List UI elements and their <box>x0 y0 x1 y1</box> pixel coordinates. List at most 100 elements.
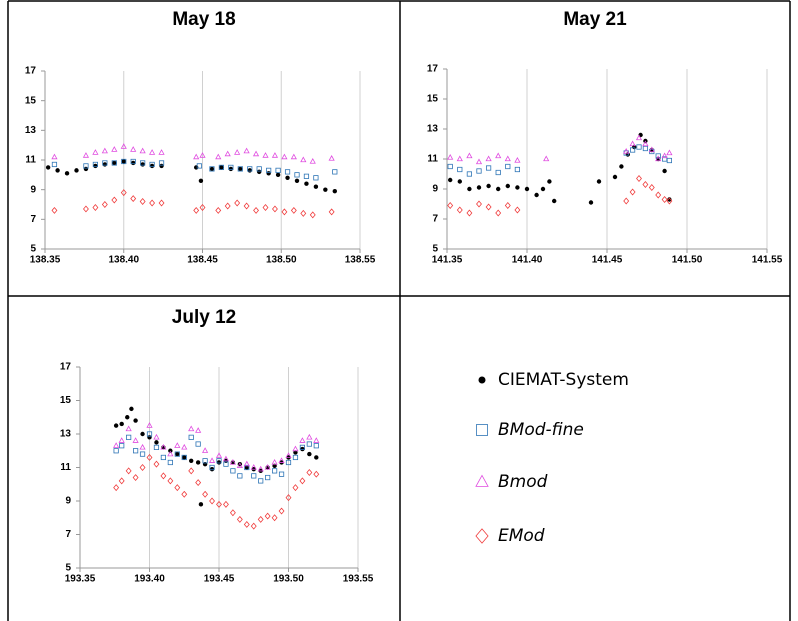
point <box>229 509 236 517</box>
point <box>655 191 662 199</box>
point <box>447 154 454 160</box>
point <box>495 209 502 217</box>
point <box>130 158 136 165</box>
point <box>215 153 222 160</box>
point <box>485 203 492 211</box>
point <box>159 163 164 169</box>
point <box>457 166 463 173</box>
y-tick-label: 7 <box>432 214 438 225</box>
point <box>202 447 209 453</box>
point <box>456 206 463 214</box>
point <box>475 158 483 165</box>
x-tick-label: 138.40 <box>108 255 139 266</box>
point <box>540 186 546 192</box>
point <box>271 468 278 474</box>
point <box>120 143 127 149</box>
point <box>244 464 250 471</box>
legend-marker <box>475 528 489 544</box>
point <box>149 199 156 207</box>
point <box>228 166 234 172</box>
x-tick-label: 138.35 <box>30 255 61 266</box>
point <box>290 153 297 160</box>
point <box>299 437 306 443</box>
point <box>642 145 649 152</box>
point <box>129 406 134 412</box>
point <box>146 431 153 437</box>
point <box>612 174 618 180</box>
point <box>119 421 124 427</box>
point <box>328 208 335 216</box>
x-tick-label: 141.50 <box>672 255 703 266</box>
point <box>118 437 125 443</box>
point <box>309 211 316 219</box>
point <box>153 460 160 468</box>
point <box>257 515 264 523</box>
point <box>236 462 243 468</box>
point <box>642 140 649 147</box>
point <box>55 168 60 173</box>
legend-marker <box>478 376 486 384</box>
point <box>300 156 307 163</box>
point <box>130 146 137 152</box>
point <box>219 165 224 170</box>
point <box>195 427 202 433</box>
point <box>196 163 202 169</box>
point <box>64 171 70 176</box>
point <box>154 440 159 445</box>
point <box>45 165 51 170</box>
point <box>125 415 130 420</box>
point <box>120 189 127 197</box>
point <box>146 422 153 428</box>
point <box>271 459 278 465</box>
point <box>83 166 89 172</box>
point <box>629 188 636 196</box>
point <box>447 163 453 170</box>
y-tick-label: 13 <box>60 429 72 440</box>
point <box>485 155 492 162</box>
point <box>209 166 215 172</box>
point <box>167 450 174 457</box>
point <box>223 461 229 467</box>
point <box>504 155 511 162</box>
point <box>208 457 216 463</box>
point <box>457 179 462 184</box>
point <box>285 175 290 180</box>
point <box>132 437 139 443</box>
point <box>495 169 501 176</box>
point <box>224 202 231 210</box>
point <box>666 157 673 164</box>
point <box>111 160 117 166</box>
point <box>140 160 146 166</box>
point <box>51 206 58 214</box>
point <box>195 441 201 447</box>
point <box>285 452 292 458</box>
legend-label: BMod-fine <box>498 420 584 440</box>
y-tick-label: 5 <box>30 244 36 255</box>
point <box>195 460 201 465</box>
point <box>195 479 202 487</box>
chart-title: May 18 <box>172 9 235 30</box>
x-tick-label: 138.50 <box>266 255 297 266</box>
point <box>230 468 236 474</box>
y-tick-label: 11 <box>427 154 438 165</box>
point <box>215 452 223 458</box>
point <box>222 455 230 462</box>
point <box>534 192 539 198</box>
point <box>243 520 250 528</box>
point <box>275 167 281 173</box>
point <box>306 441 312 447</box>
point <box>74 168 79 173</box>
point <box>133 418 138 423</box>
point <box>113 484 120 492</box>
point <box>495 152 502 159</box>
point <box>113 448 119 454</box>
point <box>247 168 252 173</box>
x-tick-label: 141.45 <box>592 255 623 266</box>
point <box>149 149 156 155</box>
point <box>313 470 320 478</box>
point <box>630 147 636 153</box>
legend-label: CIEMAT-System <box>498 370 629 390</box>
y-tick-label: 7 <box>65 529 71 540</box>
point <box>216 500 222 508</box>
